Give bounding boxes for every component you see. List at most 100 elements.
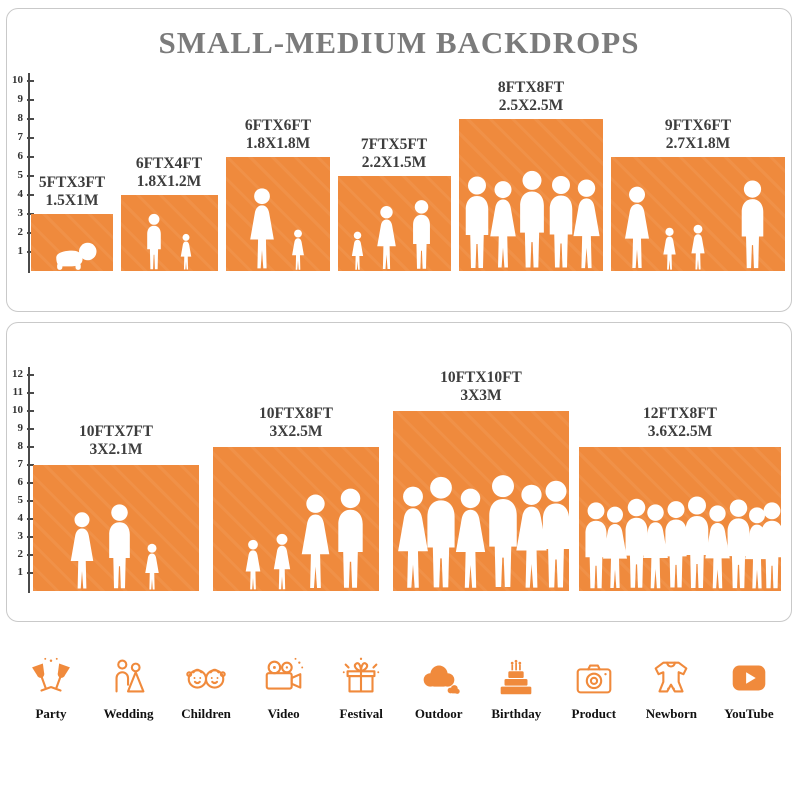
- feet-ruler-line: [28, 367, 30, 593]
- bar-size-m: 3X2.1M: [89, 441, 143, 458]
- category-label: Newborn: [645, 706, 698, 721]
- category-label: Product: [571, 706, 617, 721]
- bar-size-ft: 6FTX6FT: [244, 117, 312, 134]
- backdrop-bar-9x6: [611, 157, 785, 271]
- ruler-number: 12: [7, 368, 34, 380]
- category-label: YouTube: [724, 706, 774, 721]
- category-label: Birthday: [491, 706, 542, 721]
- people-silhouette: [585, 496, 781, 589]
- category-birthday: Birthday: [479, 655, 553, 722]
- category-row: Party Wedding Children: [14, 655, 786, 722]
- backdrop-bar-10x10: [393, 411, 569, 591]
- backdrop-bar-10x8: [213, 447, 379, 591]
- backdrop-bar-5x3: [31, 214, 113, 271]
- category-product: Product: [557, 655, 631, 722]
- bar-size-m: 1.8X1.2M: [136, 173, 202, 190]
- people-silhouette: [250, 188, 304, 270]
- category-label: Wedding: [103, 706, 154, 721]
- bar-label: 12FTX8FT 3.6X2.5M: [600, 405, 760, 441]
- bar-size-ft: 10FTX10FT: [440, 369, 522, 386]
- children-icon: [186, 668, 226, 689]
- bar-size-m: 2.7X1.8M: [665, 135, 731, 152]
- panel-large: 12 11 10 9 8 7 6 5 4 3 2 1 10FTX7FT 3X2.…: [6, 322, 792, 622]
- backdrop-bar-12x8: [579, 447, 781, 591]
- bar-size-ft: 8FTX8FT: [497, 79, 565, 96]
- category-children: Children: [169, 655, 243, 722]
- ruler-number: 6: [7, 150, 34, 162]
- ruler-number: 9: [7, 422, 34, 434]
- ruler-number: 4: [7, 188, 34, 200]
- bar-label: 10FTX8FT 3X2.5M: [221, 405, 371, 441]
- wedding-icon: [115, 659, 144, 693]
- category-festival: Festival: [324, 655, 398, 722]
- party-icon: [32, 657, 70, 692]
- ruler-number: 8: [7, 112, 34, 124]
- category-label: Outdoor: [414, 706, 463, 721]
- ruler-number: 4: [7, 512, 34, 524]
- ruler-number: 5: [7, 494, 34, 506]
- people-silhouette: [56, 242, 97, 270]
- ruler-number: 3: [7, 207, 34, 219]
- bar-label: 10FTX7FT 3X2.1M: [41, 423, 191, 459]
- bar-size-m: 1.5X1M: [45, 192, 99, 209]
- ruler-number: 10: [7, 404, 34, 416]
- people-silhouette: [465, 170, 600, 269]
- category-video: Video: [247, 655, 321, 722]
- category-newborn: Newborn: [634, 655, 708, 722]
- ruler-number: 8: [7, 440, 34, 452]
- bar-size-ft: 9FTX6FT: [664, 117, 732, 134]
- youtube-icon: [732, 665, 766, 691]
- ruler-number: 2: [7, 548, 34, 560]
- product-icon: [576, 664, 612, 694]
- backdrop-bar-10x7: [33, 465, 199, 591]
- bar-size-ft: 12FTX8FT: [642, 405, 718, 422]
- bar-label: 7FTX5FT 2.2X1.5M: [334, 136, 454, 172]
- bar-size-ft: 10FTX8FT: [258, 405, 334, 422]
- category-wedding: Wedding: [92, 655, 166, 722]
- category-label: Festival: [339, 706, 383, 721]
- outdoor-icon: [423, 665, 460, 694]
- backdrop-bar-6x4: [121, 195, 218, 271]
- ruler-number: 1: [7, 566, 34, 578]
- ruler-number: 10: [7, 74, 34, 86]
- bar-label: 5FTX3FT 1.5X1M: [17, 174, 127, 210]
- bar-size-m: 2.5X2.5M: [498, 97, 564, 114]
- people-silhouette: [147, 213, 192, 270]
- bar-size-m: 1.8X1.8M: [245, 135, 311, 152]
- feet-ruler-line: [28, 73, 30, 273]
- bar-size-m: 3X2.5M: [269, 423, 323, 440]
- bar-label: 6FTX4FT 1.8X1.2M: [109, 155, 229, 191]
- people-silhouette: [351, 200, 430, 270]
- ruler-number: 7: [7, 458, 34, 470]
- bar-label: 9FTX6FT 2.7X1.8M: [628, 117, 768, 153]
- category-party: Party: [14, 655, 88, 722]
- people-silhouette: [625, 180, 764, 270]
- bar-size-ft: 7FTX5FT: [360, 136, 428, 153]
- people-silhouette: [245, 488, 363, 590]
- ruler-number: 11: [7, 386, 34, 398]
- category-label: Party: [35, 706, 67, 721]
- people-silhouette: [398, 475, 569, 588]
- bar-label: 6FTX6FT 1.8X1.8M: [218, 117, 338, 153]
- ruler-number: 1: [7, 245, 34, 257]
- page-title: SMALL-MEDIUM BACKDROPS: [158, 25, 640, 60]
- panel-small-medium: SMALL-MEDIUM BACKDROPS 10 9 8 7 6 5 4 3 …: [6, 8, 792, 312]
- category-label: Children: [181, 706, 231, 721]
- video-icon: [265, 657, 303, 690]
- bar-size-m: 3X3M: [460, 387, 502, 404]
- bar-size-ft: 10FTX7FT: [78, 423, 154, 440]
- category-outdoor: Outdoor: [402, 655, 476, 722]
- ruler-number: 9: [7, 93, 34, 105]
- ruler-number: 5: [7, 169, 34, 181]
- ruler-number: 6: [7, 476, 34, 488]
- bar-label: 8FTX8FT 2.5X2.5M: [461, 79, 601, 115]
- bar-size-m: 3.6X2.5M: [647, 423, 713, 440]
- ruler-number: 7: [7, 131, 34, 143]
- bar-size-ft: 5FTX3FT: [38, 174, 106, 191]
- backdrop-bar-7x5: [338, 176, 451, 271]
- newborn-icon: [654, 661, 688, 693]
- festival-icon: [342, 657, 380, 693]
- bar-size-ft: 6FTX4FT: [135, 155, 203, 172]
- people-silhouette: [70, 504, 159, 590]
